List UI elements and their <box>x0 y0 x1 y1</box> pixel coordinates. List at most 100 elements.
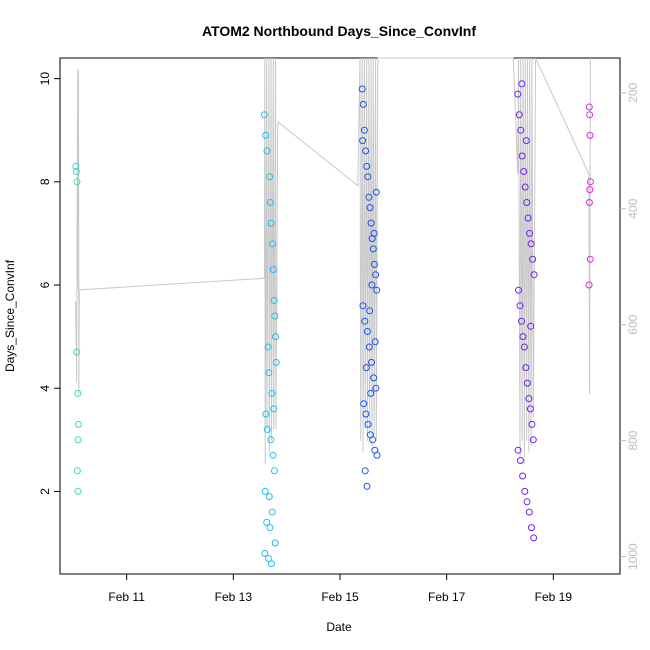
data-point <box>262 131 270 139</box>
data-point <box>360 126 368 134</box>
data-point <box>361 467 369 475</box>
data-point <box>72 168 80 175</box>
data-point <box>359 100 367 108</box>
data-point <box>358 85 366 93</box>
data-point <box>518 317 525 325</box>
data-point <box>521 183 529 191</box>
data-point <box>368 281 376 289</box>
data-point <box>362 364 370 372</box>
y-tick-label: 10 <box>38 72 52 86</box>
data-point <box>520 168 528 175</box>
data-point <box>362 147 370 155</box>
data-point <box>262 410 270 418</box>
data-point <box>515 111 523 119</box>
data-point <box>518 80 526 88</box>
data-point <box>523 199 531 206</box>
data-point <box>365 343 373 351</box>
data-point <box>268 560 275 568</box>
x-axis: Feb 11 Feb 13 Feb 15 Feb 17 Feb 19 <box>108 573 572 604</box>
secondary-y-axis: 200 400 600 800 1000 <box>620 82 640 570</box>
data-point <box>514 90 522 98</box>
data-point <box>515 286 522 294</box>
data-point <box>522 137 530 145</box>
x-axis-label: Date <box>326 620 352 634</box>
data-point <box>370 374 378 382</box>
data-point <box>361 317 369 325</box>
data-point <box>373 286 381 294</box>
data-point <box>359 137 367 145</box>
data-point <box>369 436 377 444</box>
data-point <box>530 271 538 279</box>
data-point <box>367 219 375 227</box>
data-point <box>369 245 377 253</box>
data-point <box>268 508 276 516</box>
data-point <box>268 389 276 397</box>
data-point <box>359 302 367 310</box>
point-layer <box>72 80 594 568</box>
data-point <box>585 103 593 111</box>
data-point <box>529 436 537 444</box>
data-point <box>265 493 273 501</box>
data-point <box>528 524 535 532</box>
x-tick-label: Feb 13 <box>215 590 253 604</box>
data-point <box>368 358 375 366</box>
data-point <box>525 395 533 403</box>
data-point <box>370 229 378 237</box>
data-point <box>522 364 530 372</box>
x-tick-label: Feb 15 <box>321 590 359 604</box>
data-point <box>519 472 527 480</box>
data-point <box>363 328 371 335</box>
data-point <box>264 343 272 351</box>
data-point <box>363 162 371 170</box>
data-point <box>527 322 535 330</box>
plot-area <box>59 57 621 575</box>
data-point <box>261 549 269 557</box>
secondary-line-layer <box>75 57 591 464</box>
data-point <box>266 173 274 181</box>
data-point <box>267 436 275 444</box>
data-point <box>524 214 532 222</box>
data-point <box>74 389 82 397</box>
data-point <box>366 307 374 315</box>
data-point <box>586 111 594 119</box>
secondary-y-tick-label: 800 <box>626 430 640 450</box>
data-point <box>270 467 278 475</box>
data-point <box>363 482 371 490</box>
data-point <box>527 240 535 248</box>
secondary-y-tick-label: 600 <box>626 314 640 334</box>
data-point <box>373 451 381 459</box>
data-point <box>371 338 379 346</box>
data-point <box>525 508 533 516</box>
secondary-line <box>75 57 591 464</box>
data-point <box>586 255 594 263</box>
data-point <box>523 379 531 387</box>
data-point <box>267 219 275 227</box>
secondary-y-tick-label: 400 <box>626 198 640 218</box>
data-point <box>270 405 278 413</box>
data-point <box>372 271 380 279</box>
data-point <box>521 487 529 495</box>
y-axis-label: Days_Since_ConvInf <box>3 259 17 372</box>
data-point <box>269 266 277 274</box>
data-point <box>526 405 534 413</box>
y-tick-label: 6 <box>38 281 52 288</box>
secondary-y-tick-label: 200 <box>626 82 640 102</box>
y-tick-label: 8 <box>38 178 52 185</box>
secondary-y-tick-label: 1000 <box>626 543 640 570</box>
data-point <box>528 420 536 428</box>
data-point <box>73 467 81 475</box>
data-point <box>266 524 274 532</box>
data-point <box>263 518 271 526</box>
y-tick-label: 4 <box>38 385 52 392</box>
data-point <box>372 188 380 196</box>
data-point <box>271 312 279 320</box>
data-point <box>520 343 528 351</box>
data-point <box>75 420 82 428</box>
data-point <box>265 555 272 562</box>
data-point <box>360 400 368 408</box>
data-point <box>586 131 594 139</box>
data-point <box>263 426 271 433</box>
data-point <box>73 178 81 186</box>
data-point <box>516 302 524 310</box>
